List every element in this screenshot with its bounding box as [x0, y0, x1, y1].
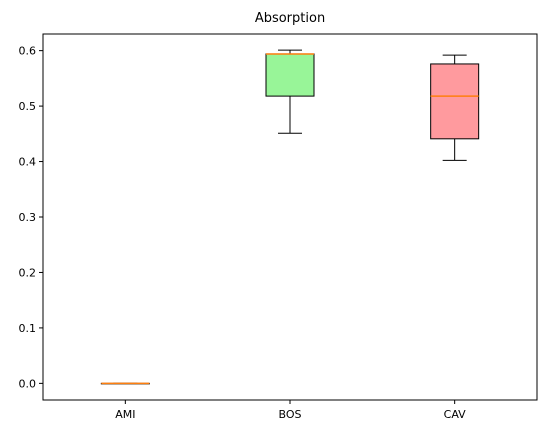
iqr-box — [265, 53, 315, 97]
x-tick-label: AMI — [115, 408, 135, 421]
y-axis: 0.0 0.1 0.2 0.3 0.4 0.5 0.6 — [19, 45, 43, 390]
y-tick-label: 0.4 — [19, 156, 37, 169]
x-tick-label: BOS — [279, 408, 302, 421]
boxes-group — [100, 49, 480, 385]
box-cav — [430, 54, 480, 161]
x-axis: AMI BOS CAV — [115, 400, 466, 421]
box-ami — [100, 382, 150, 385]
y-tick-label: 0.2 — [19, 266, 37, 279]
y-tick-label: 0.1 — [19, 322, 37, 335]
y-tick-label: 0.6 — [19, 45, 37, 58]
x-tick-label: CAV — [444, 408, 467, 421]
iqr-box — [430, 63, 480, 140]
box-bos — [265, 49, 315, 134]
y-tick-label: 0.0 — [19, 377, 37, 390]
y-tick-label: 0.3 — [19, 211, 37, 224]
chart-title: Absorption — [255, 11, 325, 26]
y-tick-label: 0.5 — [19, 100, 37, 113]
